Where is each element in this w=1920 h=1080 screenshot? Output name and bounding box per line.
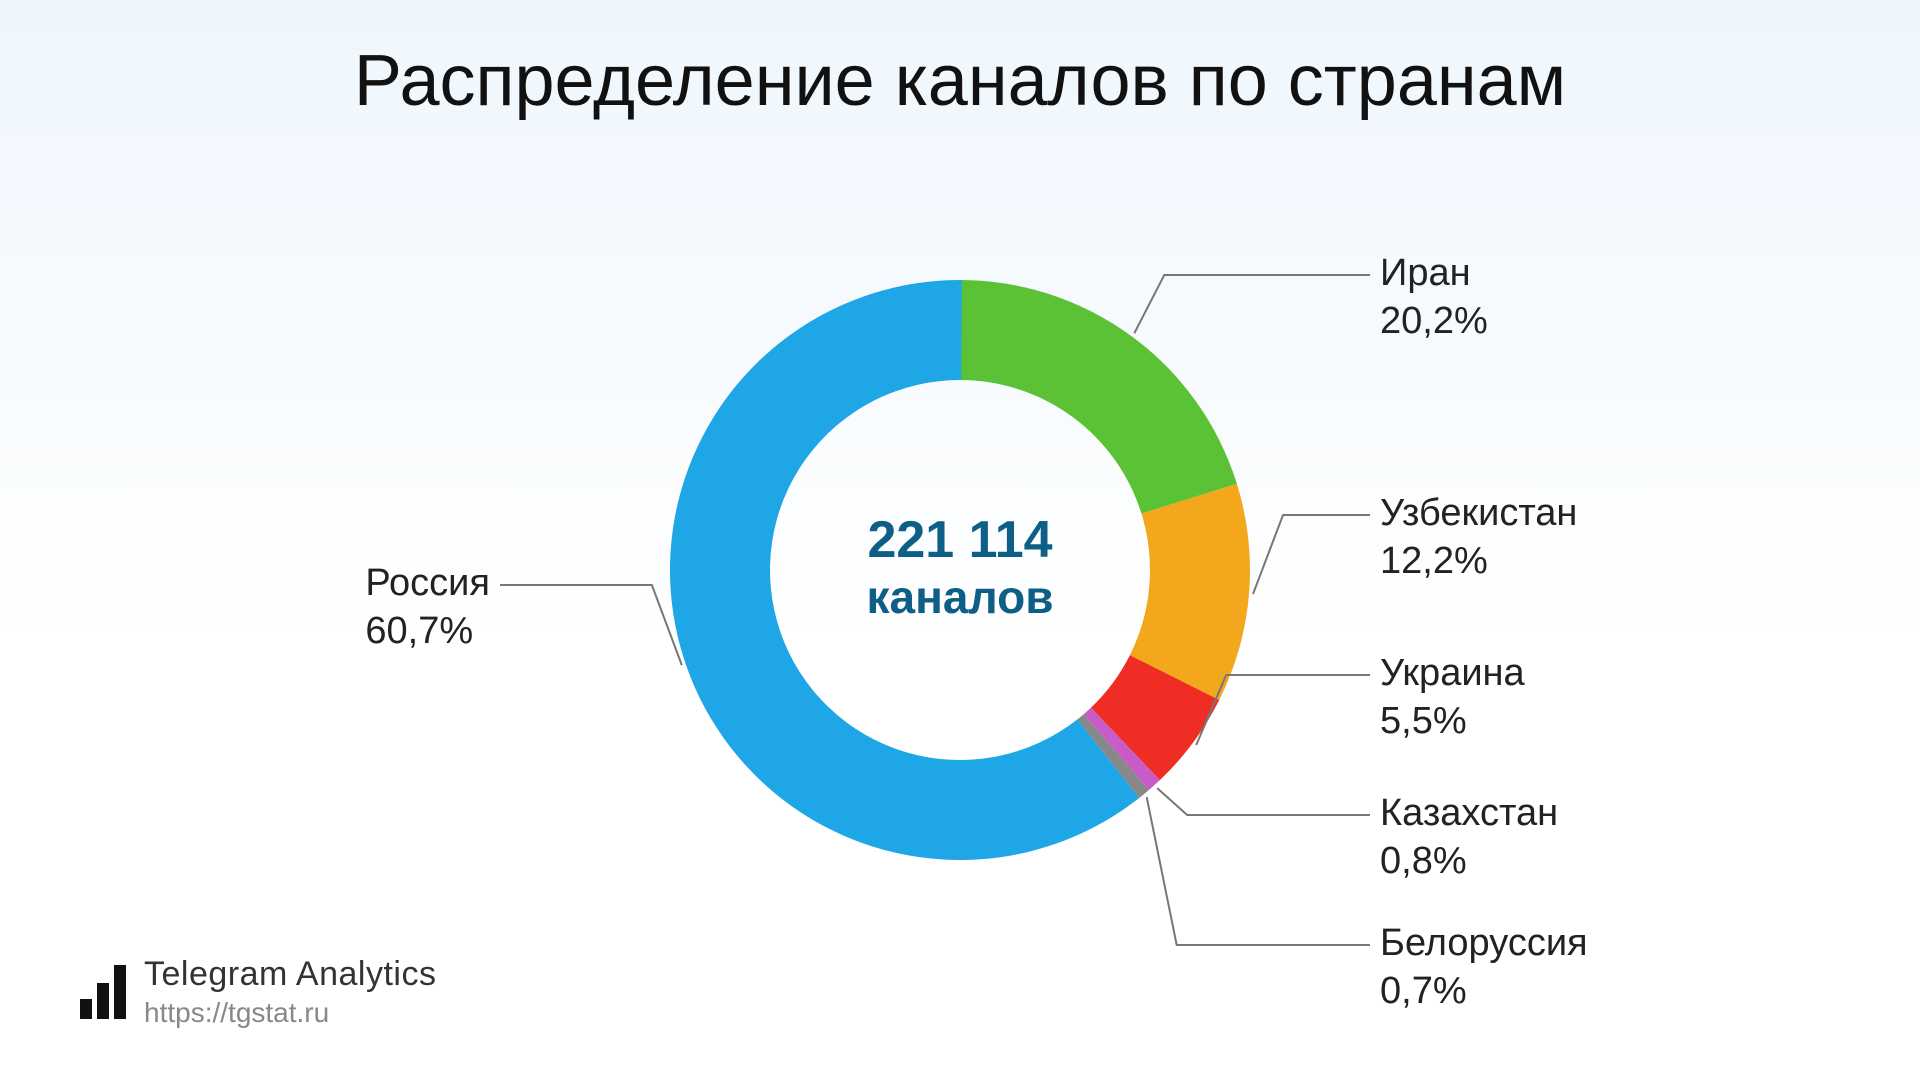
leader-line <box>1196 675 1370 745</box>
donut-center-word: каналов <box>810 570 1110 624</box>
slice-name: Казахстан <box>1380 790 1558 838</box>
slice-name: Украина <box>1380 650 1525 698</box>
slice-Иран <box>960 280 1237 514</box>
donut-chart: 221 114 каналов Иран20,2% Узбекистан12,2%… <box>0 0 1920 1080</box>
donut-center-text: 221 114 каналов <box>810 510 1110 624</box>
donut-center-number: 221 114 <box>810 510 1110 570</box>
slice-label: Украина5,5% <box>1380 650 1525 745</box>
leader-line <box>1157 788 1370 815</box>
page: Распределение каналов по странам 221 114… <box>0 0 1920 1080</box>
slice-label: Иран20,2% <box>1380 250 1488 345</box>
footer-text: Telegram Analytics https://tgstat.ru <box>144 953 436 1031</box>
footer-url: https://tgstat.ru <box>144 995 436 1030</box>
slice-name: Узбекистан <box>1380 490 1577 538</box>
leader-line <box>1147 797 1370 945</box>
slice-label: Белоруссия0,7% <box>1380 920 1588 1015</box>
slice-value: 0,8% <box>1380 838 1558 886</box>
slice-label: Узбекистан12,2% <box>1380 490 1577 585</box>
leader-line <box>1253 515 1370 594</box>
slice-value: 20,2% <box>1380 298 1488 346</box>
leader-line <box>500 585 682 665</box>
bar-chart-icon <box>80 963 126 1019</box>
leader-line <box>1134 275 1370 333</box>
slice-name: Россия <box>365 560 490 608</box>
logo-bar <box>114 965 126 1019</box>
slice-value: 60,7% <box>365 608 490 656</box>
slice-label: Казахстан0,8% <box>1380 790 1558 885</box>
slice-value: 12,2% <box>1380 538 1577 586</box>
slice-name: Иран <box>1380 250 1488 298</box>
slice-name: Белоруссия <box>1380 920 1588 968</box>
slice-value: 5,5% <box>1380 698 1525 746</box>
logo-bar <box>80 999 92 1019</box>
slice-label: Россия60,7% <box>365 560 490 655</box>
logo-bar <box>97 983 109 1019</box>
slice-value: 0,7% <box>1380 968 1588 1016</box>
footer: Telegram Analytics https://tgstat.ru <box>80 953 436 1031</box>
footer-brand: Telegram Analytics <box>144 953 436 996</box>
